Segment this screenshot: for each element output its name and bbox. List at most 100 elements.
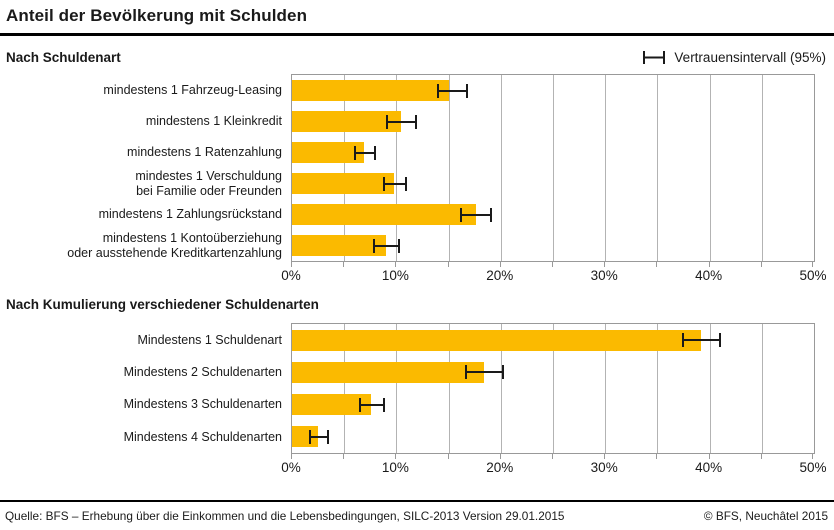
bar-row: Mindestens 2 Schuldenarten: [124, 356, 814, 388]
gridline: [500, 75, 502, 261]
axis-tick-label: 30%: [590, 268, 618, 283]
bar: [292, 173, 395, 194]
bar: [292, 80, 449, 101]
axis-tick: [760, 454, 762, 459]
category-label: Mindestens 3 Schuldenarten: [123, 397, 282, 412]
bar: [292, 329, 702, 351]
chart-kumulierung: Mindestens 1 Schuldenart Mindestens 2 Sch…: [6, 323, 828, 481]
bar-row: Mindestens 4 Schuldenarten: [124, 421, 814, 453]
error-bar: [373, 238, 400, 253]
source-note: Quelle: BFS – Erhebung über die Einkomme…: [5, 509, 565, 523]
axis-tick-label: 40%: [695, 268, 723, 283]
gridline: [657, 75, 659, 261]
axis-tick-label: 50%: [799, 268, 827, 283]
axis-tick: [291, 262, 292, 267]
gridline: [761, 75, 763, 261]
bar: [292, 235, 386, 256]
axis-tick: [395, 454, 397, 459]
axis-tick-label: 20%: [486, 268, 514, 283]
gridline: [396, 324, 398, 453]
bar: [292, 204, 476, 225]
plot-area: Mindestens 1 Schuldenart Mindestens 2 Sch…: [124, 323, 815, 454]
footer: Quelle: BFS – Erhebung über die Einkomme…: [5, 509, 828, 523]
chart-schuldenart: mindestens 1 Fahrzeug-Leasing mindestens …: [6, 74, 828, 289]
axis-tick: [708, 262, 710, 267]
category-label: mindestens 1 Ratenzahlung: [127, 145, 282, 160]
gridline: [709, 75, 711, 261]
axis-tick-label: 0%: [281, 460, 301, 475]
axis-tick: [656, 454, 658, 459]
axis-tick: [812, 454, 813, 459]
category-label: Mindestens 1 Schuldenart: [137, 332, 282, 347]
bar-row: mindestens 1 Ratenzahlung: [127, 137, 814, 168]
axis-tick: [395, 262, 397, 267]
gridline: [553, 324, 554, 453]
bar: [292, 111, 401, 132]
bar: [292, 361, 485, 383]
x-axis: 0% 10% 20% 30% 40% 50%: [281, 454, 827, 481]
axis-tick-label: 30%: [590, 460, 618, 475]
bar: [292, 394, 372, 416]
axis-tick: [291, 454, 292, 459]
axis-tick: [604, 262, 606, 267]
axis-tick-label: 50%: [799, 460, 827, 475]
section-header-schuldenart: Nach Schuldenart Vertrauensintervall (95…: [6, 50, 828, 65]
error-bar: [465, 365, 504, 380]
category-label: mindestes 1 Verschuldung bei Familie ode…: [135, 169, 282, 198]
axis-tick: [552, 262, 553, 267]
plot-area: mindestens 1 Fahrzeug-Leasing mindestens …: [67, 74, 815, 262]
gridline: [605, 324, 607, 453]
gridline: [396, 75, 398, 261]
axis-tick: [760, 262, 762, 267]
copyright-note: © BFS, Neuchâtel 2015: [703, 509, 828, 523]
gridline: [500, 324, 502, 453]
bar-row: mindestens 1 Fahrzeug-Leasing: [103, 75, 814, 106]
axis-tick-label: 10%: [381, 268, 409, 283]
bar-row: mindestens 1 Kleinkredit: [146, 106, 814, 137]
axis-tick-label: 10%: [381, 460, 409, 475]
category-label: mindestens 1 Fahrzeug-Leasing: [103, 83, 282, 98]
confidence-interval-icon: [643, 51, 666, 64]
axis-tick: [708, 454, 710, 459]
category-label: mindestens 1 Kleinkredit: [145, 114, 282, 129]
axis-tick: [343, 262, 345, 267]
x-axis: 0% 10% 20% 30% 40% 50%: [281, 262, 827, 289]
section-header-kumulierung: Nach Kumulierung verschiedener Schuldena…: [6, 297, 828, 312]
axis-tick: [499, 262, 501, 267]
bar-row: Mindestens 3 Schuldenarten: [124, 389, 814, 421]
category-label: mindestens 1 Kontoüberziehung oder ausst…: [67, 231, 282, 260]
axis-tick: [552, 454, 553, 459]
axis-tick: [447, 454, 449, 459]
gridline: [448, 75, 450, 261]
gridline: [448, 324, 450, 453]
gridline: [344, 75, 346, 261]
title-rule: [0, 33, 834, 36]
gridline: [553, 75, 554, 261]
error-bar: [382, 176, 407, 191]
axis-tick: [499, 454, 501, 459]
footer-rule: [0, 500, 834, 502]
error-bar: [358, 397, 385, 412]
error-bar: [437, 83, 469, 98]
axis-tick: [343, 454, 345, 459]
error-bar: [460, 207, 493, 222]
gridline: [605, 75, 607, 261]
axis-tick-label: 0%: [281, 268, 301, 283]
section-title-schuldenart: Nach Schuldenart: [6, 50, 121, 65]
bar-row: Mindestens 1 Schuldenart: [137, 324, 814, 356]
bar-row: mindestes 1 Verschuldung bei Familie ode…: [135, 168, 814, 199]
category-label: Mindestens 4 Schuldenarten: [123, 429, 282, 444]
legend-label: Vertrauensintervall (95%): [674, 50, 826, 65]
bar: [292, 142, 365, 163]
gridline: [709, 324, 711, 453]
section-title-kumulierung: Nach Kumulierung verschiedener Schuldena…: [6, 297, 319, 312]
page-title: Anteil der Bevölkerung mit Schulden: [6, 6, 308, 25]
gridline: [761, 324, 763, 453]
axis-tick: [656, 262, 658, 267]
error-bar: [385, 114, 418, 129]
gridline: [657, 324, 659, 453]
bar-row: mindestens 1 Zahlungsrückstand: [99, 199, 814, 230]
axis-tick-label: 20%: [486, 460, 514, 475]
axis-tick: [604, 454, 606, 459]
